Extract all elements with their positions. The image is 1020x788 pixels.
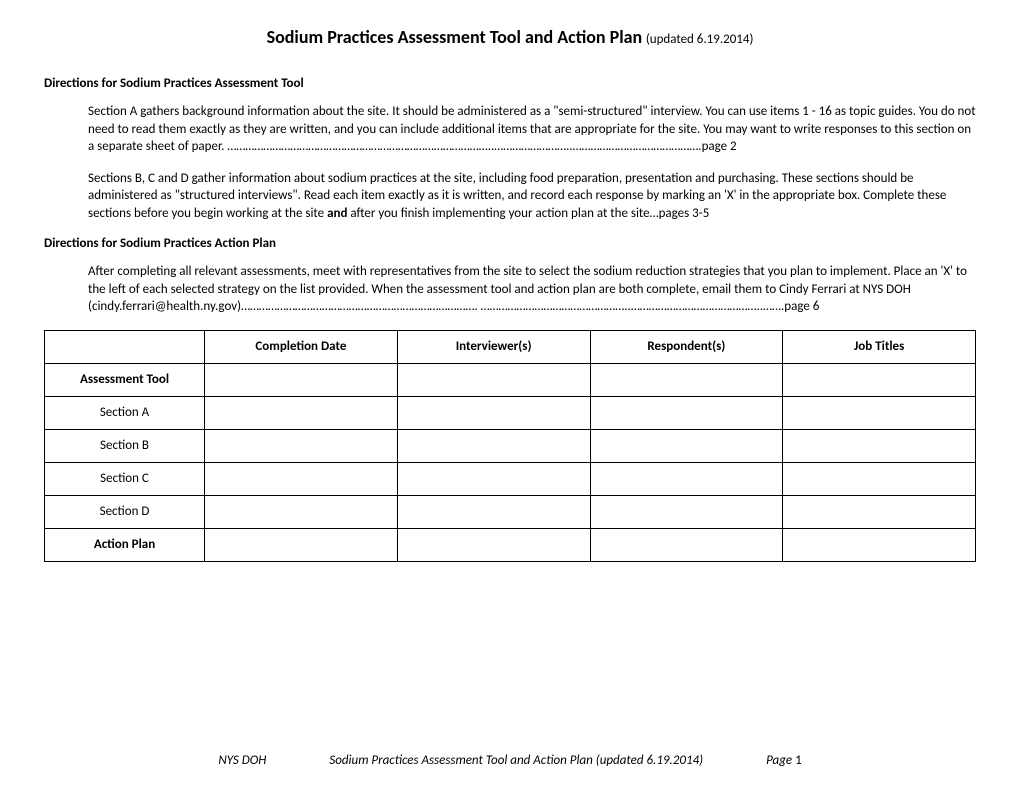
row-label-section-b: Section B (45, 429, 205, 462)
table-row: Section A (45, 396, 976, 429)
document-subtitle: (updated 6.19.2014) (646, 32, 754, 47)
table-cell[interactable] (783, 528, 976, 561)
completion-table: Completion Date Interviewer(s) Responden… (44, 330, 976, 562)
table-row: Assessment Tool (45, 363, 976, 396)
table-header-job-titles: Job Titles (783, 330, 976, 363)
table-cell[interactable] (590, 462, 783, 495)
title-block: Sodium Practices Assessment Tool and Act… (44, 26, 976, 48)
table-header-blank (45, 330, 205, 363)
paragraph-sections-bcd: Sections B, C and D gather information a… (44, 170, 976, 223)
table-cell[interactable] (205, 363, 398, 396)
table-header-interviewers: Interviewer(s) (397, 330, 590, 363)
table-cell[interactable] (783, 396, 976, 429)
table-cell[interactable] (783, 462, 976, 495)
table-cell[interactable] (397, 495, 590, 528)
table-cell[interactable] (590, 363, 783, 396)
table-header-row: Completion Date Interviewer(s) Responden… (45, 330, 976, 363)
table-cell[interactable] (397, 528, 590, 561)
table-cell[interactable] (205, 396, 398, 429)
table-cell[interactable] (397, 396, 590, 429)
footer-page-label: Page 1 (766, 753, 802, 768)
table-cell[interactable] (590, 528, 783, 561)
table-cell[interactable] (397, 363, 590, 396)
para2-text-b: after you finish implementing your actio… (347, 206, 709, 221)
page-footer: NYS DOH Sodium Practices Assessment Tool… (0, 753, 1020, 768)
row-label-section-c: Section C (45, 462, 205, 495)
table-header-completion-date: Completion Date (205, 330, 398, 363)
table-cell[interactable] (397, 462, 590, 495)
table-header-respondents: Respondent(s) (590, 330, 783, 363)
footer-page-word: Page (766, 753, 792, 768)
table-cell[interactable] (397, 429, 590, 462)
table-cell[interactable] (783, 363, 976, 396)
table-cell[interactable] (205, 462, 398, 495)
table-cell[interactable] (783, 495, 976, 528)
footer-title: Sodium Practices Assessment Tool and Act… (329, 753, 703, 768)
table-row: Action Plan (45, 528, 976, 561)
table-cell[interactable] (590, 429, 783, 462)
table-cell[interactable] (205, 495, 398, 528)
table-row: Section B (45, 429, 976, 462)
row-label-action-plan: Action Plan (45, 528, 205, 561)
table-cell[interactable] (783, 429, 976, 462)
document-title: Sodium Practices Assessment Tool and Act… (267, 26, 643, 48)
heading-action-plan-directions: Directions for Sodium Practices Action P… (44, 236, 976, 251)
row-label-assessment-tool: Assessment Tool (45, 363, 205, 396)
table-row: Section C (45, 462, 976, 495)
footer-org: NYS DOH (218, 753, 266, 768)
paragraph-action-plan: After completing all relevant assessment… (44, 263, 976, 316)
document-page: Sodium Practices Assessment Tool and Act… (0, 0, 1020, 788)
table-cell[interactable] (590, 396, 783, 429)
table-row: Section D (45, 495, 976, 528)
para2-bold-and: and (327, 206, 347, 221)
row-label-section-d: Section D (45, 495, 205, 528)
table-cell[interactable] (205, 429, 398, 462)
paragraph-section-a: Section A gathers background information… (44, 103, 976, 156)
row-label-section-a: Section A (45, 396, 205, 429)
heading-assessment-directions: Directions for Sodium Practices Assessme… (44, 76, 976, 91)
table-cell[interactable] (205, 528, 398, 561)
table-cell[interactable] (590, 495, 783, 528)
footer-page-number: 1 (795, 753, 802, 768)
